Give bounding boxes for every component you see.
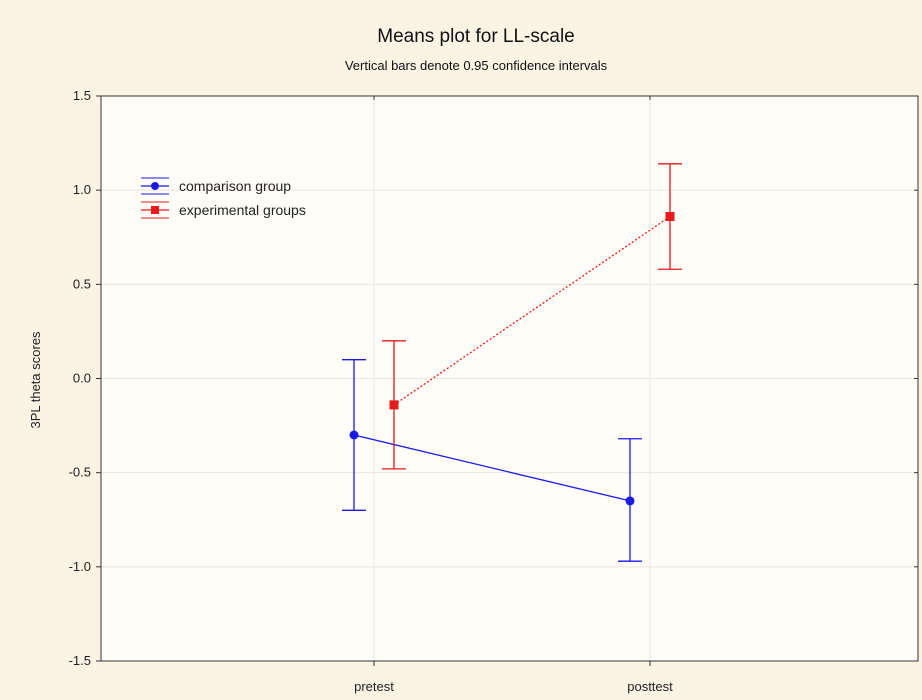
chart-subtitle: Vertical bars denote 0.95 confidence int… bbox=[345, 58, 608, 73]
legend-label: comparison group bbox=[179, 178, 291, 194]
legend-marker bbox=[151, 182, 159, 190]
data-point bbox=[625, 496, 635, 506]
x-tick-label: pretest bbox=[354, 679, 394, 694]
y-tick-label: 1.0 bbox=[73, 182, 91, 197]
y-tick-label: -0.5 bbox=[69, 465, 91, 480]
series-line bbox=[353, 434, 631, 502]
data-point bbox=[665, 212, 675, 222]
legend-label: experimental groups bbox=[179, 202, 306, 218]
y-tick-label: 1.5 bbox=[73, 88, 91, 103]
data-point bbox=[349, 430, 359, 440]
y-tick-label: -1.5 bbox=[69, 653, 91, 668]
y-tick-label: 0.5 bbox=[73, 276, 91, 291]
chart-title: Means plot for LL-scale bbox=[377, 26, 575, 47]
legend: comparison group experimental groups bbox=[141, 177, 306, 219]
y-axis-title: 3PL theta scores bbox=[28, 331, 43, 429]
y-tick-label: 0.0 bbox=[73, 371, 91, 386]
series-comparison-group bbox=[342, 359, 642, 562]
legend-marker bbox=[151, 206, 159, 214]
y-tick-label: -1.0 bbox=[69, 559, 91, 574]
series-experimental-groups bbox=[382, 163, 682, 470]
x-tick-label: posttest bbox=[627, 679, 673, 694]
plot-area: 1.5 1.0 0.5 0.0 -0.5 -1.0 -1.5 pretest posttest c… bbox=[69, 88, 919, 694]
data-point bbox=[389, 400, 399, 410]
